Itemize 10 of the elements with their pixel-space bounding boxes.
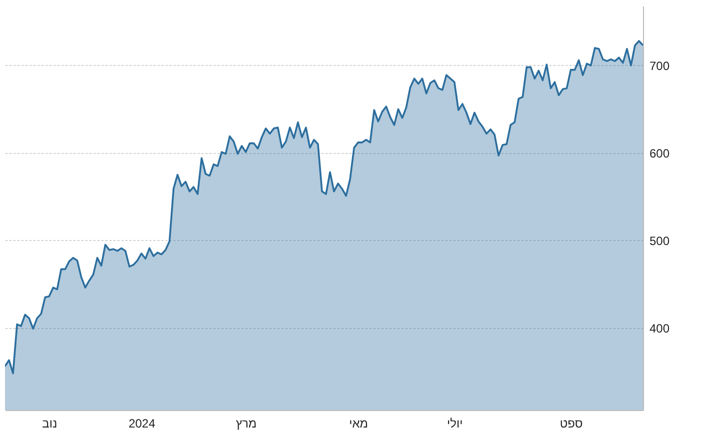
x-tick-label: מרץ (236, 416, 257, 430)
y-tick-label: 400 (650, 321, 670, 336)
y-tick-label: 500 (650, 234, 670, 248)
x-tick-label: מאי (349, 416, 368, 430)
x-tick-label: 2024 (128, 416, 156, 430)
y-tick-label: 600 (650, 146, 670, 160)
x-tick-label: נוב (42, 416, 58, 430)
y-tick-label: 700 (650, 58, 670, 73)
x-tick-label: יולי (447, 416, 463, 430)
x-tick-label: ספט (560, 416, 583, 430)
